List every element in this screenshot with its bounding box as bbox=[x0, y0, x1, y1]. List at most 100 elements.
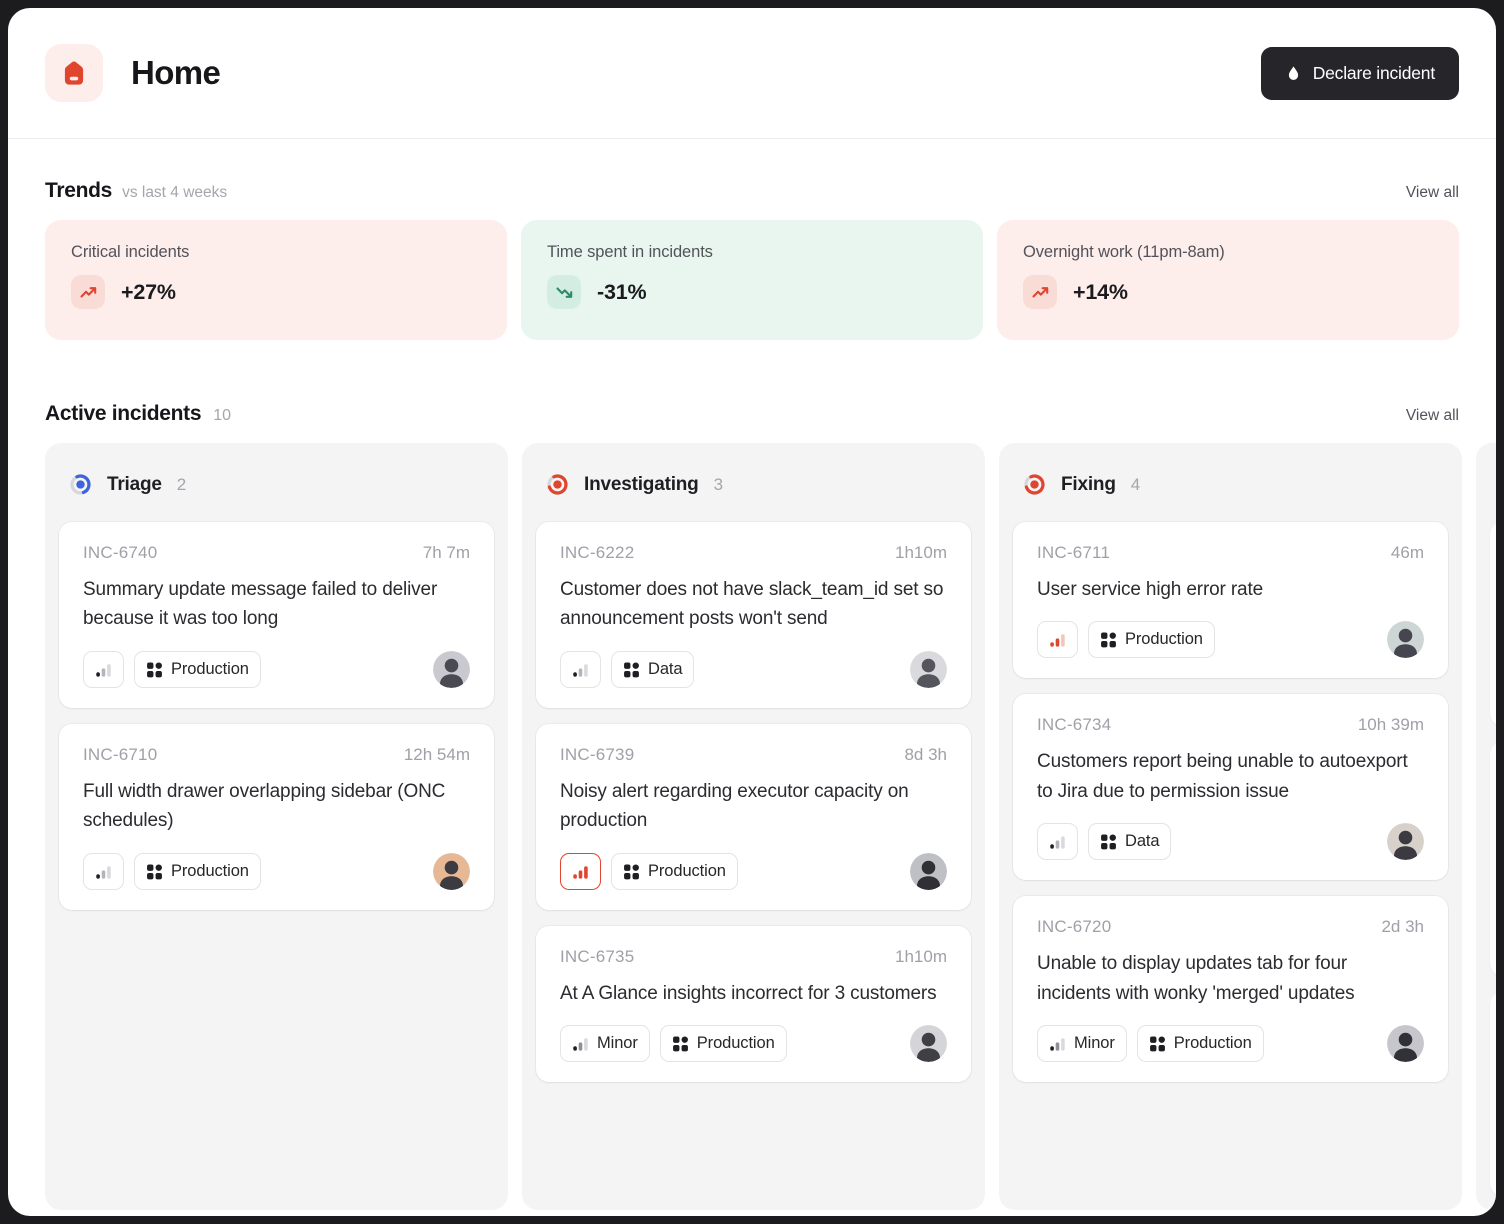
trend-card: Overnight work (11pm-8am) +14% bbox=[997, 220, 1459, 340]
incident-duration: 7h 7m bbox=[422, 543, 470, 562]
incident-duration: 1h10m bbox=[895, 946, 947, 966]
trends-subtitle: vs last 4 weeks bbox=[122, 184, 228, 201]
service-badge: Production bbox=[611, 852, 738, 890]
trend-cards: Critical incidents +27% Time spent in in… bbox=[45, 220, 1459, 340]
home-page: Home Declare incident Trends vs last 4 w… bbox=[8, 8, 1496, 1216]
incident-card[interactable]: INC-6740 7h 7m Summary update message fa… bbox=[59, 522, 494, 708]
trends-view-all-link[interactable]: View all bbox=[1405, 184, 1459, 201]
incident-title: User service high error rate bbox=[1037, 579, 1263, 600]
incident-card[interactable]: INC-6734 10h 39m Customers report being … bbox=[1013, 694, 1448, 881]
incident-card[interactable] bbox=[1490, 992, 1496, 1196]
column-count: 3 bbox=[713, 474, 724, 494]
avatar bbox=[1387, 1025, 1424, 1063]
incident-duration: 8d 3h bbox=[904, 744, 947, 764]
service-grid-icon bbox=[146, 863, 163, 880]
incident-duration: 10h 39m bbox=[1357, 715, 1424, 735]
main-content: Trends vs last 4 weeks View all Critical… bbox=[8, 139, 1496, 1216]
incident-title: Full width drawer overlapping sidebar (O… bbox=[83, 780, 446, 832]
service-grid-icon bbox=[672, 1035, 689, 1052]
column-count: 2 bbox=[176, 474, 187, 494]
trend-label: Overnight work (11pm-8am) bbox=[1023, 243, 1225, 261]
severity-bars-icon bbox=[96, 664, 111, 677]
service-label: Production bbox=[1173, 1034, 1252, 1053]
severity-badge bbox=[83, 650, 124, 688]
avatar bbox=[1387, 823, 1424, 861]
column-name: Fixing bbox=[1061, 473, 1116, 495]
service-badge: Data bbox=[611, 650, 695, 688]
service-badge: Production bbox=[1088, 621, 1215, 659]
avatar bbox=[910, 650, 947, 688]
declare-incident-label: Declare incident bbox=[1312, 62, 1435, 83]
service-grid-icon bbox=[146, 661, 163, 678]
service-label: Data bbox=[648, 659, 683, 678]
active-incidents-view-all-link[interactable]: View all bbox=[1405, 407, 1459, 424]
status-target-icon bbox=[69, 473, 92, 496]
avatar bbox=[433, 650, 470, 688]
active-incidents-title: Active incidents bbox=[45, 402, 202, 425]
trend-value: +27% bbox=[121, 279, 176, 304]
incident-id: INC-6735 bbox=[560, 946, 635, 966]
avatar bbox=[910, 852, 947, 890]
severity-bars-icon bbox=[573, 664, 588, 677]
service-grid-icon bbox=[623, 863, 640, 880]
incident-card[interactable] bbox=[1490, 742, 1496, 976]
severity-badge: Minor bbox=[560, 1025, 650, 1063]
incident-card[interactable]: INC-6222 1h10m Customer does not have sl… bbox=[536, 522, 971, 708]
severity-bars-icon bbox=[1050, 836, 1065, 849]
incident-title: Summary update message failed to deliver… bbox=[83, 579, 438, 630]
incident-title: At A Glance insights incorrect for 3 cus… bbox=[560, 982, 937, 1004]
incident-title: Noisy alert regarding executor capacity … bbox=[560, 780, 909, 832]
active-incidents-section: Active incidents 10 View all Triage 2 IN… bbox=[45, 402, 1496, 1216]
trends-section: Trends vs last 4 weeks View all Critical… bbox=[45, 179, 1459, 340]
severity-label: Minor bbox=[597, 1034, 638, 1053]
active-incidents-count: 10 bbox=[213, 407, 232, 424]
column-header: Investigating 3 bbox=[536, 457, 971, 506]
incident-duration: 46m bbox=[1390, 543, 1424, 562]
service-grid-icon bbox=[1100, 631, 1117, 648]
incident-card[interactable]: INC-6735 1h10m At A Glance insights inco… bbox=[536, 925, 971, 1083]
incident-card[interactable] bbox=[1490, 522, 1496, 726]
service-label: Production bbox=[696, 1034, 775, 1053]
incident-id: INC-6740 bbox=[83, 543, 158, 562]
incident-card[interactable]: INC-6711 46m User service high error rat… bbox=[1013, 522, 1448, 679]
avatar bbox=[1387, 621, 1424, 659]
service-grid-icon bbox=[1100, 833, 1117, 850]
service-grid-icon bbox=[1149, 1035, 1166, 1052]
incident-duration: 2d 3h bbox=[1381, 917, 1424, 937]
trend-label: Critical incidents bbox=[71, 243, 190, 261]
severity-bars-icon bbox=[573, 866, 588, 879]
severity-badge bbox=[1037, 823, 1078, 861]
incident-id: INC-6710 bbox=[83, 744, 158, 764]
service-label: Production bbox=[171, 861, 249, 880]
declare-incident-button[interactable]: Declare incident bbox=[1260, 46, 1459, 100]
service-badge: Production bbox=[134, 650, 261, 688]
service-badge: Data bbox=[1088, 823, 1172, 861]
flame-icon bbox=[1285, 65, 1302, 82]
column-name: Investigating bbox=[584, 473, 699, 495]
service-grid-icon bbox=[623, 661, 640, 678]
service-label: Data bbox=[1125, 832, 1160, 851]
service-label: Production bbox=[648, 861, 726, 880]
active-incidents-header: Active incidents 10 View all bbox=[45, 402, 1459, 426]
app-header: Home Declare incident bbox=[8, 8, 1496, 139]
trend-value: +14% bbox=[1073, 279, 1128, 304]
severity-badge bbox=[83, 852, 124, 890]
incident-duration: 12h 54m bbox=[403, 744, 470, 764]
trend-value: -31% bbox=[597, 279, 647, 304]
board-column-investigating: Investigating 3 INC-6222 1h10m Customer … bbox=[522, 443, 985, 1210]
severity-badge: Minor bbox=[1037, 1025, 1127, 1063]
incident-card[interactable]: INC-6720 2d 3h Unable to display updates… bbox=[1013, 896, 1448, 1083]
incident-id: INC-6711 bbox=[1037, 543, 1111, 562]
incident-duration: 1h10m bbox=[895, 543, 947, 562]
service-badge: Production bbox=[659, 1025, 787, 1063]
incident-card[interactable]: INC-6710 12h 54m Full width drawer overl… bbox=[59, 723, 494, 910]
trends-title: Trends bbox=[45, 179, 113, 202]
incident-card[interactable]: INC-6739 8d 3h Noisy alert regarding exe… bbox=[536, 723, 971, 910]
avatar bbox=[433, 852, 470, 890]
severity-badge bbox=[1037, 621, 1078, 659]
status-target-icon bbox=[1023, 473, 1046, 496]
severity-badge bbox=[560, 650, 601, 688]
column-header: Fixing 4 bbox=[1013, 457, 1448, 506]
trend-label: Time spent in incidents bbox=[547, 243, 713, 261]
service-badge: Production bbox=[1136, 1025, 1264, 1063]
